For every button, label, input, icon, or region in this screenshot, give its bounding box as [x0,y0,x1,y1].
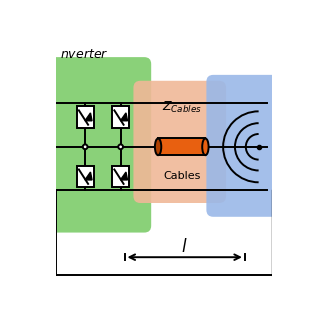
FancyBboxPatch shape [29,57,151,233]
Text: $l$: $l$ [181,238,188,256]
Polygon shape [120,113,128,121]
Bar [158,139,205,155]
Bar [77,107,93,128]
Bar [112,165,129,187]
Ellipse shape [155,139,161,155]
Circle shape [83,144,87,149]
Polygon shape [85,172,92,180]
FancyBboxPatch shape [206,75,299,217]
Text: Cables: Cables [163,172,200,181]
Text: $\it{nverter}$: $\it{nverter}$ [60,48,108,61]
Bar [112,107,129,128]
Circle shape [118,144,123,149]
Text: $Z_{Cables}$: $Z_{Cables}$ [162,100,202,115]
Bar [77,165,93,187]
Polygon shape [85,113,92,121]
Polygon shape [120,172,128,180]
Ellipse shape [202,139,209,155]
FancyBboxPatch shape [133,81,226,203]
